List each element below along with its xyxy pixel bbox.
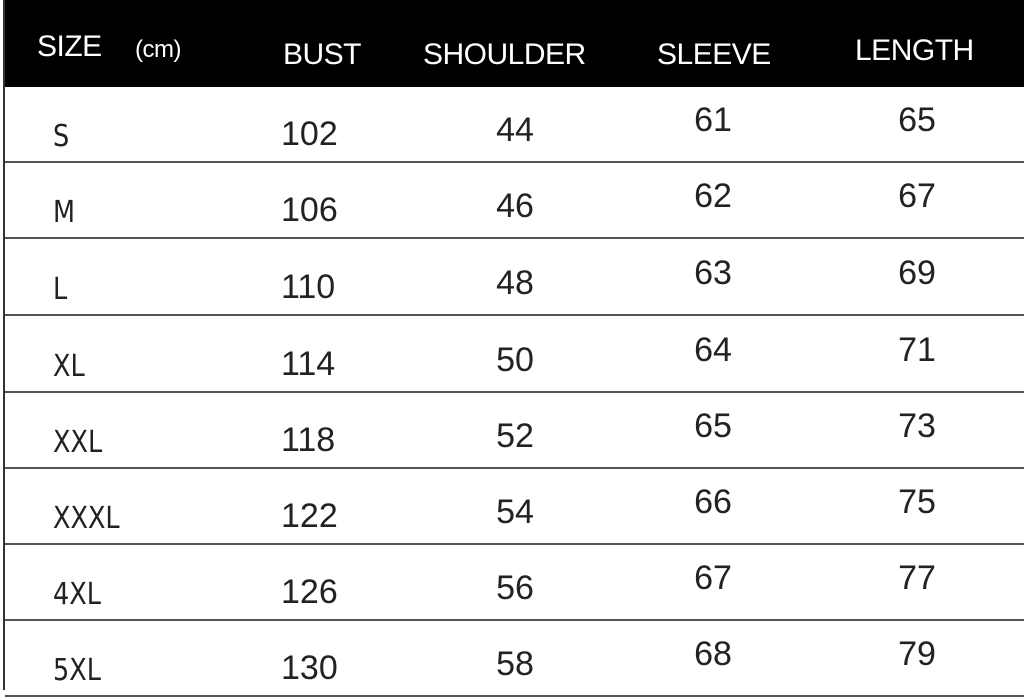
table-header: SIZE (cm) BUST SHOULDER SLEEVE LENGTH — [5, 0, 1024, 87]
table-cell-size: 5XL — [53, 653, 101, 688]
table-cell-length: 67 — [898, 177, 936, 215]
table-row: XL 114 50 64 71 — [5, 317, 1024, 393]
table-cell-bust: 122 — [281, 497, 338, 535]
table-cell-shoulder: 52 — [496, 417, 534, 455]
table-cell-sleeve: 61 — [694, 101, 732, 139]
header-unit: (cm) — [135, 36, 181, 63]
table-cell-shoulder: 56 — [496, 569, 534, 607]
table-cell-bust: 106 — [281, 191, 338, 229]
table-cell-bust: 102 — [281, 115, 338, 153]
table-row: 4XL 126 56 67 77 — [5, 545, 1024, 621]
table-row: 5XL 130 58 68 79 — [5, 621, 1024, 697]
table-cell-sleeve: 66 — [694, 483, 732, 521]
table-row: M 106 46 62 67 — [5, 163, 1024, 239]
table-cell-size: XXL — [53, 425, 103, 460]
table-cell-shoulder: 44 — [496, 111, 534, 149]
table-cell-length: 77 — [898, 559, 936, 597]
table-cell-sleeve: 63 — [694, 254, 732, 292]
table-cell-length: 75 — [898, 483, 936, 521]
table-row: XXL 118 52 65 73 — [5, 393, 1024, 469]
table-cell-size: M — [53, 195, 76, 230]
table-cell-length: 73 — [898, 407, 936, 445]
table-row: L 110 48 63 69 — [5, 240, 1024, 316]
table-cell-bust: 118 — [281, 421, 336, 459]
header-shoulder: SHOULDER — [423, 38, 586, 71]
table-cell-sleeve: 68 — [694, 635, 732, 673]
table-cell-shoulder: 46 — [496, 187, 534, 225]
table-cell-size: XXXL — [53, 501, 120, 536]
table-cell-length: 69 — [898, 254, 936, 292]
table-cell-bust: 126 — [281, 573, 338, 611]
table-cell-bust: 114 — [281, 345, 336, 383]
table-cell-size: XL — [53, 349, 85, 384]
table-cell-size: L — [53, 272, 68, 307]
table-cell-length: 71 — [898, 331, 936, 369]
table-cell-sleeve: 67 — [694, 559, 732, 597]
header-sleeve: SLEEVE — [657, 38, 771, 71]
size-chart-table: SIZE (cm) BUST SHOULDER SLEEVE LENGTH S 1… — [3, 0, 1024, 697]
table-cell-sleeve: 65 — [694, 407, 732, 445]
table-cell-sleeve: 62 — [694, 177, 732, 215]
table-cell-shoulder: 58 — [496, 645, 534, 683]
table-cell-shoulder: 48 — [496, 264, 534, 302]
table-cell-bust: 130 — [281, 649, 338, 687]
table-cell-shoulder: 50 — [496, 341, 534, 379]
header-size: SIZE — [37, 30, 102, 63]
table-cell-bust: 110 — [281, 268, 336, 306]
table-row: S 102 44 61 65 — [5, 87, 1024, 163]
table-cell-shoulder: 54 — [496, 493, 534, 531]
table-cell-length: 79 — [898, 635, 936, 673]
table-row: XXXL 122 54 66 75 — [5, 469, 1024, 545]
table-cell-length: 65 — [898, 101, 936, 139]
header-length: LENGTH — [855, 34, 974, 67]
header-bust: BUST — [283, 38, 362, 71]
table-cell-sleeve: 64 — [694, 331, 732, 369]
table-cell-size: 4XL — [53, 577, 101, 612]
table-cell-size: S — [53, 119, 70, 154]
